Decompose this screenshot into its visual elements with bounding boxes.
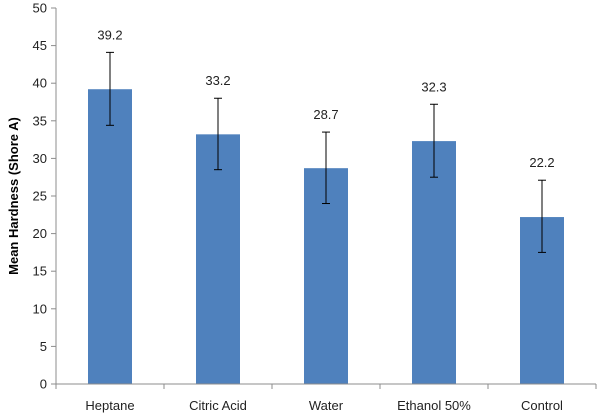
data-label: 32.3	[421, 79, 446, 94]
data-labels: 39.2 33.2 28.7 32.3 22.2	[97, 27, 554, 170]
y-tick-label: 45	[33, 38, 47, 53]
y-tick-label: 0	[40, 377, 47, 392]
error-bars	[106, 51, 546, 253]
bar	[88, 89, 132, 384]
data-label: 22.2	[529, 155, 554, 170]
y-tick-label: 5	[40, 339, 47, 354]
data-label: 28.7	[313, 107, 338, 122]
y-tick-label: 35	[33, 113, 47, 128]
x-tick-label: Heptane	[85, 398, 134, 413]
x-tick-label: Water	[309, 398, 344, 413]
bar	[304, 168, 348, 384]
y-axis-title: Mean Hardness (Shore A)	[6, 117, 21, 275]
y-tick-label: 15	[33, 264, 47, 279]
y-tick-label: 10	[33, 301, 47, 316]
data-label: 39.2	[97, 27, 122, 42]
x-tick-label: Ethanol 50%	[397, 398, 471, 413]
data-label: 33.2	[205, 73, 230, 88]
y-tick-label: 40	[33, 76, 47, 91]
bar	[196, 134, 240, 384]
bars	[88, 89, 564, 384]
y-tick-label: 20	[33, 226, 47, 241]
x-tick-label: Citric Acid	[189, 398, 247, 413]
y-tick-label: 30	[33, 151, 47, 166]
y-axis-ticks: 0 5 10 15 20 25 30 35 40 45 50	[33, 1, 56, 392]
bar	[412, 141, 456, 384]
y-tick-label: 25	[33, 189, 47, 204]
x-tick-label: Control	[521, 398, 563, 413]
y-tick-label: 50	[33, 1, 47, 16]
x-axis-ticks: Heptane Citric Acid Water Ethanol 50% Contro…	[55, 384, 597, 413]
